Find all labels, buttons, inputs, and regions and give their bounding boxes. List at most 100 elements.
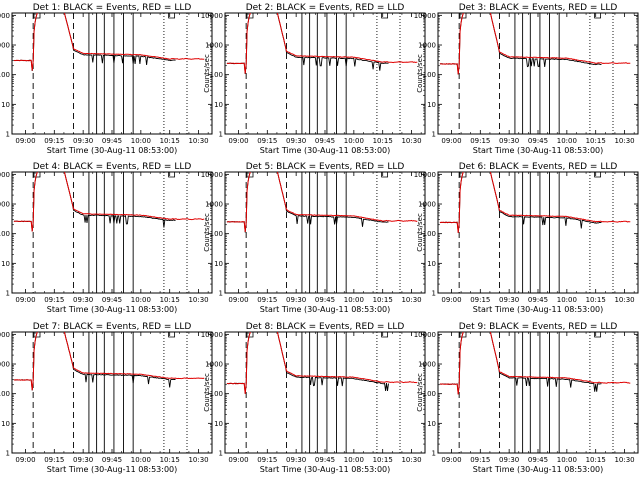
panel-title: Det 7: BLACK = Events, RED = LLD (33, 322, 192, 332)
y-tick-label: 1 (219, 290, 223, 298)
y-tick-label: 1000 (418, 42, 436, 50)
x-tick-label: 09:30 (286, 296, 306, 304)
x-tick-label: 09:00 (228, 456, 248, 464)
y-tick-label: 10000 (414, 12, 436, 20)
y-axis-label: Counts/sec (416, 213, 424, 252)
y-tick-label: 100 (0, 230, 10, 238)
y-axis-label: Counts/sec (203, 373, 211, 412)
x-tick-label: 09:45 (315, 456, 335, 464)
y-tick-label: 1000 (0, 201, 10, 209)
x-tick-label: 10:00 (131, 296, 151, 304)
x-tick-label: 09:15 (44, 296, 64, 304)
y-tick-label: 10 (214, 260, 223, 268)
x-tick-label: 09:45 (102, 296, 122, 304)
y-tick-label: 10000 (0, 171, 10, 179)
x-tick-label: 10:30 (401, 137, 421, 145)
panel-2: Det 2: BLACK = Events, RED = LLD 1 10 100 10… (201, 3, 426, 155)
x-tick-label: 10:00 (131, 137, 151, 145)
y-tick-label: 10000 (414, 331, 436, 339)
x-tick-label: 09:00 (15, 456, 35, 464)
panel-9: Det 9: BLACK = Events, RED = LLD 1 10 100 10… (414, 322, 639, 474)
y-tick-label: 1000 (205, 201, 223, 209)
y-tick-label: 1 (432, 450, 436, 458)
panel-title: Det 1: BLACK = Events, RED = LLD (33, 3, 192, 13)
series-lld (439, 13, 631, 75)
x-tick-label: 09:30 (499, 137, 519, 145)
series-lld (226, 172, 418, 233)
y-tick-label: 1 (6, 290, 10, 298)
panel-7: Det 7: BLACK = Events, RED = LLD 1 10 100 10… (0, 322, 213, 474)
x-axis-label: Start Time (30-Aug-11 08:53:00) (260, 465, 391, 474)
attenuator-marker-B (168, 13, 176, 19)
x-tick-label: 09:45 (102, 456, 122, 464)
attenuator-marker-B (168, 172, 176, 178)
x-tick-label: 10:30 (188, 456, 208, 464)
x-tick-label: 09:30 (73, 137, 93, 145)
plot-frame (437, 12, 639, 135)
x-tick-label: 09:45 (528, 137, 548, 145)
x-tick-label: 09:00 (441, 137, 461, 145)
attenuator-marker-B (168, 332, 176, 338)
panel-title: Det 8: BLACK = Events, RED = LLD (246, 322, 405, 332)
x-tick-label: 10:15 (373, 296, 393, 304)
y-tick-label: 100 (423, 230, 436, 238)
x-tick-label: 10:00 (557, 296, 577, 304)
panel-6: Det 6: BLACK = Events, RED = LLD 1 10 100 10… (414, 162, 639, 314)
y-tick-label: 10 (427, 260, 436, 268)
x-tick-label: 10:30 (614, 137, 634, 145)
y-tick-label: 10000 (414, 171, 436, 179)
plot-frame (11, 331, 213, 454)
x-tick-label: 09:45 (315, 137, 335, 145)
x-tick-label: 09:00 (15, 137, 35, 145)
x-tick-label: 10:15 (373, 137, 393, 145)
panel-title: Det 4: BLACK = Events, RED = LLD (33, 162, 192, 172)
panel-5: Det 5: BLACK = Events, RED = LLD 1 10 100 10… (201, 162, 426, 314)
y-axis-label: Counts/sec (203, 54, 211, 93)
attenuator-marker-A (33, 172, 41, 178)
y-tick-label: 1 (432, 290, 436, 298)
x-tick-label: 09:45 (315, 296, 335, 304)
y-tick-label: 1 (6, 450, 10, 458)
panel-3: Det 3: BLACK = Events, RED = LLD 1 10 100 10… (414, 3, 639, 155)
attenuator-marker-A (33, 13, 41, 19)
y-tick-label: 1000 (418, 361, 436, 369)
y-tick-label: 100 (210, 230, 223, 238)
x-tick-label: 09:45 (102, 137, 122, 145)
series-events (226, 13, 389, 74)
series-events (439, 13, 602, 75)
series-events (439, 172, 602, 233)
x-tick-label: 09:15 (257, 137, 277, 145)
y-tick-label: 10000 (201, 12, 223, 20)
attenuator-marker-B (594, 172, 602, 178)
series-events (13, 172, 176, 232)
x-tick-label: 09:45 (528, 456, 548, 464)
attenuator-marker-A (246, 13, 254, 19)
y-tick-label: 1 (219, 450, 223, 458)
y-axis-label: Counts/sec (203, 213, 211, 252)
x-tick-label: 10:30 (401, 296, 421, 304)
series-lld (226, 332, 418, 394)
x-tick-label: 10:00 (557, 137, 577, 145)
attenuator-marker-A (246, 172, 254, 178)
x-axis-label: Start Time (30-Aug-11 08:53:00) (47, 146, 178, 155)
y-tick-label: 100 (423, 390, 436, 398)
x-tick-label: 10:30 (401, 456, 421, 464)
x-tick-label: 10:15 (160, 137, 180, 145)
x-tick-label: 09:15 (257, 296, 277, 304)
x-tick-label: 09:00 (228, 296, 248, 304)
series-lld (13, 13, 205, 71)
x-tick-label: 09:45 (528, 296, 548, 304)
panel-title: Det 9: BLACK = Events, RED = LLD (459, 322, 618, 332)
x-tick-label: 09:30 (286, 456, 306, 464)
x-axis-label: Start Time (30-Aug-11 08:53:00) (47, 465, 178, 474)
panel-title: Det 6: BLACK = Events, RED = LLD (459, 162, 618, 172)
attenuator-marker-B (381, 172, 389, 178)
plot-frame (437, 171, 639, 294)
y-tick-label: 1000 (418, 201, 436, 209)
series-events (13, 332, 176, 391)
x-tick-label: 09:30 (499, 296, 519, 304)
y-tick-label: 10 (427, 101, 436, 109)
x-axis-label: Start Time (30-Aug-11 08:53:00) (260, 146, 391, 155)
panel-8: Det 8: BLACK = Events, RED = LLD 1 10 100 10… (201, 322, 426, 474)
x-tick-label: 09:00 (228, 137, 248, 145)
